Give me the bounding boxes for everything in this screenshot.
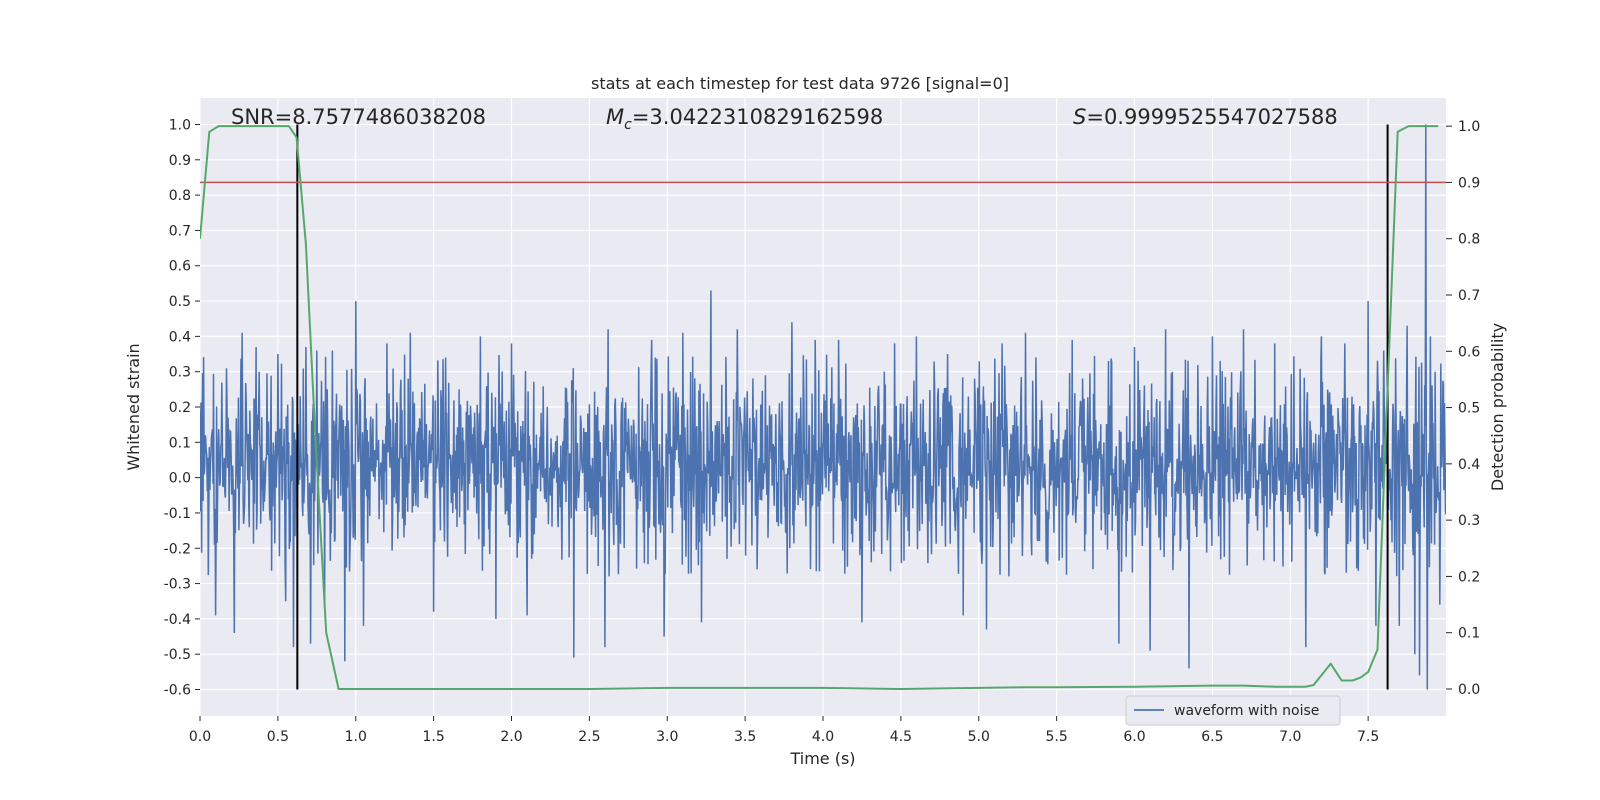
right-tick-label: 0.2 — [1458, 569, 1480, 585]
right-tick-label: 0.0 — [1458, 682, 1480, 698]
x-tick-label: 7.0 — [1279, 729, 1301, 745]
right-tick-label: 1.0 — [1458, 119, 1480, 135]
x-tick-label: 1.5 — [422, 729, 444, 745]
mc-subscript: c — [624, 117, 632, 133]
y-axis-ticks: 1.0 0.9 0.8 0.7 0.6 0.5 0.4 0.3 0.2 0.1 0.0 -0.1 -0.… — [164, 117, 200, 699]
chart-title: stats at each timestep for test data 972… — [591, 74, 1009, 93]
y-tick-label: -0.6 — [164, 683, 191, 699]
s-value: =0.9999525547027588 — [1086, 105, 1337, 129]
y-tick-label: 0.6 — [169, 259, 191, 275]
x-tick-label: 5.5 — [1045, 729, 1067, 745]
mc-value: =3.0422310829162598 — [632, 105, 883, 129]
y-tick-label: -0.2 — [164, 541, 191, 557]
right-tick-label: 0.9 — [1458, 175, 1480, 191]
right-axis-label: Detection probability — [1488, 323, 1507, 491]
detection-probability-series — [200, 125, 1439, 690]
right-tick-label: 0.1 — [1458, 626, 1480, 642]
waveform-with-noise-line — [200, 124, 1446, 690]
y-tick-label: 0.4 — [169, 329, 191, 345]
right-axis-ticks: 1.0 0.9 0.8 0.7 0.6 0.5 0.4 0.3 0.2 0.1 0.0 — [1446, 119, 1480, 698]
legend: waveform with noise — [1125, 695, 1341, 726]
y-tick-label: 0.1 — [169, 435, 191, 451]
y-tick-label: -0.3 — [164, 577, 191, 593]
x-tick-label: 7.5 — [1357, 729, 1379, 745]
plot-area — [200, 124, 1446, 690]
y-tick-label: 1.0 — [169, 117, 191, 133]
x-axis-label: Time (s) — [789, 749, 855, 768]
x-tick-label: 5.0 — [968, 729, 990, 745]
x-tick-label: 0.5 — [267, 729, 289, 745]
x-tick-label: 1.0 — [345, 729, 367, 745]
chirp-mass-annotation: Mc=3.0422310829162598 — [606, 105, 883, 133]
x-axis-ticks: 0.0 0.5 1.0 1.5 2.0 2.5 3.0 3.5 4.0 4.5 5.0 5.5 6.0 6… — [189, 716, 1379, 745]
right-tick-label: 0.6 — [1458, 344, 1480, 360]
x-tick-label: 4.0 — [812, 729, 834, 745]
y-tick-label: 0.9 — [169, 153, 191, 169]
legend-box — [1125, 695, 1341, 726]
x-tick-label: 6.0 — [1123, 729, 1145, 745]
snr-annotation: SNR=8.7577486038208 — [231, 105, 486, 129]
legend-entry: waveform with noise — [1174, 703, 1319, 719]
right-tick-label: 0.7 — [1458, 288, 1480, 304]
y-tick-label: -0.5 — [164, 647, 191, 663]
score-annotation: S=0.9999525547027588 — [1073, 105, 1338, 129]
right-tick-label: 0.5 — [1458, 401, 1480, 417]
x-tick-label: 2.5 — [578, 729, 600, 745]
x-tick-label: 3.0 — [656, 729, 678, 745]
y-tick-label: 0.8 — [169, 188, 191, 204]
y-tick-label: 0.0 — [169, 471, 191, 487]
y-tick-label: -0.4 — [164, 612, 191, 628]
x-tick-label: 4.5 — [890, 729, 912, 745]
detection-probability-line — [200, 125, 1439, 690]
right-tick-label: 0.8 — [1458, 232, 1480, 248]
y-tick-label: 0.3 — [169, 365, 191, 381]
x-tick-label: 6.5 — [1201, 729, 1223, 745]
x-tick-label: 3.5 — [734, 729, 756, 745]
right-tick-label: 0.3 — [1458, 513, 1480, 529]
y-tick-label: 0.2 — [169, 400, 191, 416]
y-tick-label: 0.7 — [169, 223, 191, 239]
waveform-with-noise-series — [200, 124, 1446, 690]
mc-symbol: M — [606, 105, 624, 129]
y-axis-label: Whitened strain — [124, 343, 143, 470]
y-tick-label: -0.1 — [164, 506, 191, 522]
s-symbol: S — [1073, 105, 1086, 129]
y-tick-label: 0.5 — [169, 294, 191, 310]
x-tick-label: 2.0 — [500, 729, 522, 745]
right-tick-label: 0.4 — [1458, 457, 1480, 473]
x-tick-label: 0.0 — [189, 729, 211, 745]
